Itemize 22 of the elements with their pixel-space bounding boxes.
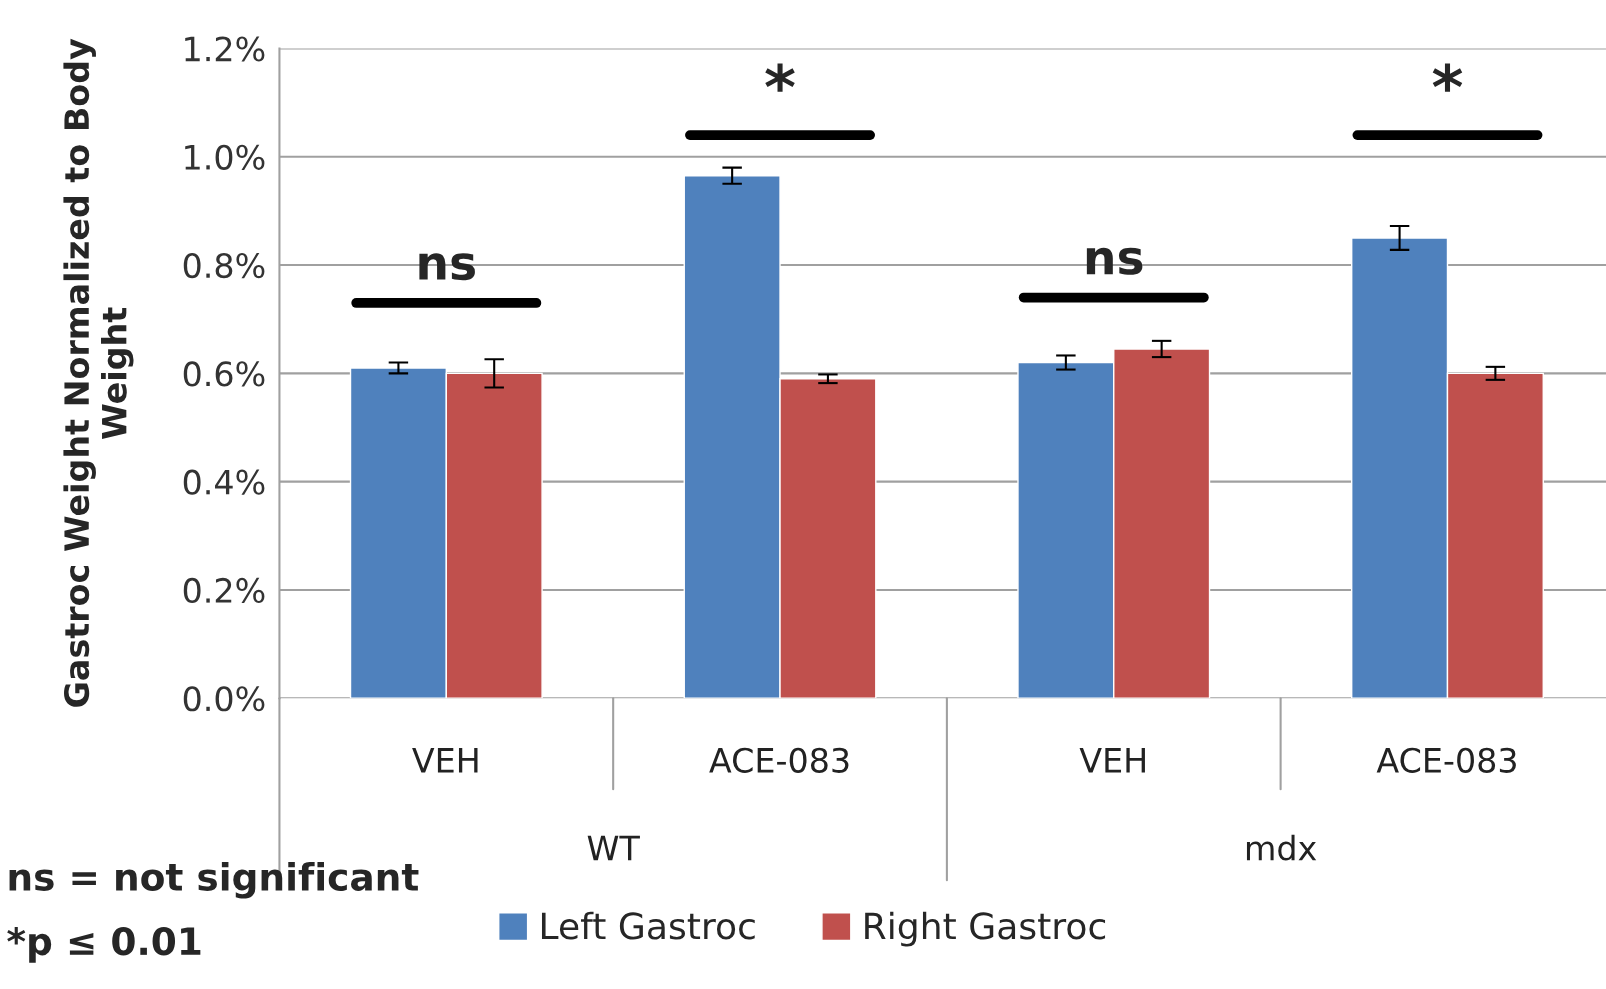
x-tick-label: VEH [412,748,478,773]
annotation: ns [419,253,475,281]
text: *p ≤ 0.01 [7,927,201,963]
y-tick-label: 1.2% [185,36,265,62]
annotation: * [765,63,795,92]
annotation: * [1432,63,1463,92]
text: ns = not significant [9,861,419,899]
y-tick-label: 0.8% [183,252,265,279]
x-tick-label: VEH [1079,748,1145,773]
x-tick-label: ACE-083 [1376,747,1516,773]
y-tick-label: 0.0% [183,686,265,712]
text: mdx [1246,834,1317,861]
x-tick-label: ACE-083 [709,747,849,773]
y-tick-label: 0.6% [183,361,265,387]
annotation: ns [1086,247,1143,275]
y-axis-title: Gastroc Weight Normalized to Body Weight [63,38,134,707]
y-tick-label: 0.2% [183,577,265,604]
legend-label: Left Gastroc [541,911,755,940]
legend-label: Right Gastroc [865,911,1106,947]
y-tick-label: 0.4% [183,469,265,495]
text: WT [587,835,640,861]
y-tick-label: 1.0% [185,144,265,170]
